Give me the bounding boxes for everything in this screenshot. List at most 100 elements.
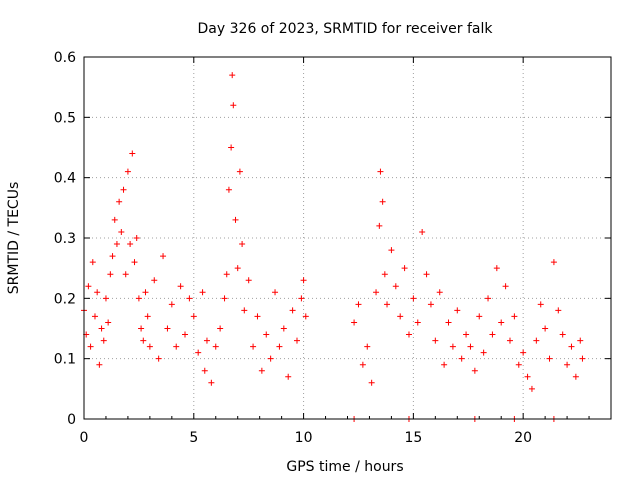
data-point — [91, 313, 98, 320]
data-point — [528, 385, 535, 392]
data-point — [423, 271, 430, 278]
data-point — [384, 301, 391, 308]
data-point — [234, 265, 241, 272]
data-point — [203, 337, 210, 344]
y-axis-label: SRMTID / TECUs — [6, 182, 22, 295]
data-point — [254, 313, 261, 320]
x-tick-label: 5 — [189, 430, 198, 446]
data-point — [564, 361, 571, 368]
data-point — [111, 216, 118, 223]
data-point — [144, 313, 151, 320]
data-point — [546, 355, 553, 362]
data-point — [208, 379, 215, 386]
data-point — [432, 337, 439, 344]
data-point — [555, 307, 562, 314]
data-point — [212, 343, 219, 350]
data-point — [225, 186, 232, 193]
data-point — [89, 259, 96, 266]
data-point — [559, 331, 566, 338]
data-point — [480, 349, 487, 356]
data-point — [401, 265, 408, 272]
x-axis-label: GPS time / hours — [286, 459, 403, 475]
data-point — [230, 102, 237, 109]
data-point — [454, 307, 461, 314]
data-point — [458, 355, 465, 362]
data-point — [368, 379, 375, 386]
y-tick-label: 0.5 — [54, 110, 76, 126]
y-tick-label: 0.3 — [54, 231, 76, 247]
data-point — [102, 295, 109, 302]
data-point — [250, 343, 257, 350]
data-point — [373, 289, 380, 296]
data-point — [502, 283, 509, 290]
chart-title: Day 326 of 2023, SRMTID for receiver fal… — [198, 21, 494, 37]
data-point — [241, 307, 248, 314]
data-point — [376, 222, 383, 229]
data-point — [168, 301, 175, 308]
y-axis: 0 0.1 0.2 0.3 0.4 0.5 0.6 — [54, 50, 611, 428]
data-point — [186, 295, 193, 302]
data-point — [195, 349, 202, 356]
y-tick-label: 0.1 — [54, 352, 76, 368]
data-point — [302, 313, 309, 320]
data-point — [173, 343, 180, 350]
data-point — [392, 283, 399, 290]
data-point — [427, 301, 434, 308]
data-point — [419, 228, 426, 235]
data-point — [177, 283, 184, 290]
data-point — [379, 198, 386, 205]
data-point — [109, 253, 116, 260]
grid — [83, 56, 611, 420]
data-point — [127, 241, 134, 248]
data-point — [293, 337, 300, 344]
data-point — [489, 331, 496, 338]
data-point — [199, 289, 206, 296]
data-point — [263, 331, 270, 338]
data-point — [568, 343, 575, 350]
data-point — [272, 289, 279, 296]
data-points — [81, 72, 586, 422]
data-point — [572, 373, 579, 380]
y-tick-label: 0.2 — [54, 291, 76, 307]
data-point — [131, 259, 138, 266]
data-point — [135, 295, 142, 302]
data-point — [118, 228, 125, 235]
data-point — [476, 313, 483, 320]
data-point — [388, 247, 395, 254]
data-point — [533, 337, 540, 344]
data-point — [506, 337, 513, 344]
data-point — [511, 313, 518, 320]
y-tick-label: 0.6 — [54, 50, 76, 66]
data-point — [229, 72, 236, 79]
x-tick-label: 20 — [514, 430, 532, 446]
data-point — [550, 259, 557, 266]
data-point — [146, 343, 153, 350]
data-point — [190, 313, 197, 320]
data-point — [258, 367, 265, 374]
data-point — [485, 295, 492, 302]
data-point — [129, 150, 136, 157]
y-tick-label: 0 — [67, 412, 76, 428]
data-point — [463, 331, 470, 338]
data-point — [122, 271, 129, 278]
data-point — [201, 367, 208, 374]
data-point — [467, 343, 474, 350]
data-point — [445, 319, 452, 326]
data-point — [542, 325, 549, 332]
data-point — [364, 343, 371, 350]
data-point — [124, 168, 131, 175]
data-point — [151, 277, 158, 284]
data-point — [436, 289, 443, 296]
data-point — [579, 355, 586, 362]
y-tick-label: 0.4 — [54, 171, 76, 187]
data-point — [236, 168, 243, 175]
data-point — [351, 319, 358, 326]
data-point — [524, 373, 531, 380]
data-point — [228, 144, 235, 151]
x-tick-label: 0 — [80, 430, 89, 446]
data-point — [381, 271, 388, 278]
data-point — [133, 235, 140, 241]
data-point — [359, 361, 366, 368]
data-point — [98, 325, 105, 332]
